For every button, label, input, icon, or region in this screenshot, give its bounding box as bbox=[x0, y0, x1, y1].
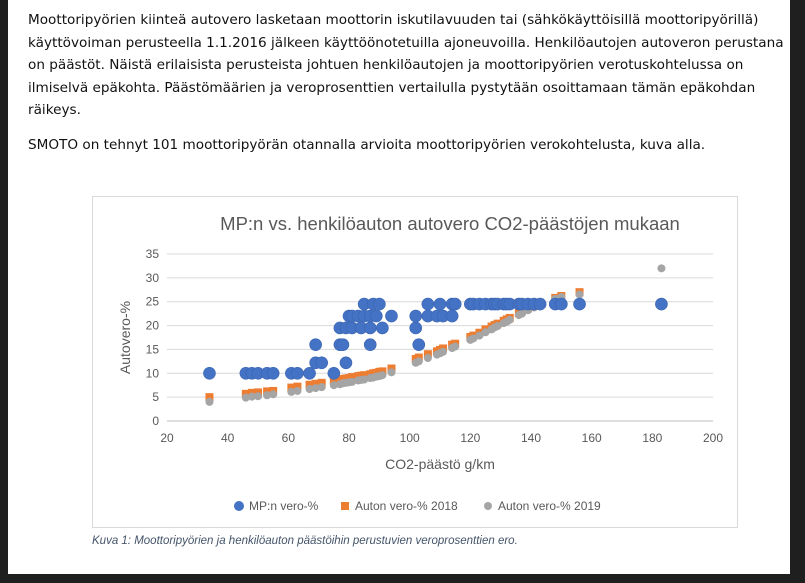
data-point bbox=[445, 309, 459, 323]
data-point bbox=[360, 371, 369, 380]
data-point bbox=[305, 385, 314, 394]
data-point bbox=[315, 356, 328, 370]
data-point bbox=[293, 386, 302, 395]
data-point bbox=[414, 357, 423, 366]
data-point bbox=[203, 366, 216, 380]
legend-marker bbox=[484, 502, 492, 510]
y-axis-label: Autovero-% bbox=[117, 301, 133, 374]
data-point bbox=[575, 290, 584, 299]
x-tick-label: 200 bbox=[703, 431, 723, 445]
data-point bbox=[287, 387, 296, 396]
data-point bbox=[439, 347, 448, 356]
data-point bbox=[205, 393, 214, 402]
y-tick-label: 25 bbox=[146, 295, 160, 309]
data-point bbox=[293, 382, 302, 391]
scatter-chart: MP:n vs. henkilöauton autovero CO2-pääst… bbox=[117, 213, 723, 513]
y-tick-label: 0 bbox=[152, 414, 159, 428]
data-point bbox=[363, 321, 377, 335]
legend-marker bbox=[234, 501, 244, 511]
y-tick-label: 30 bbox=[146, 271, 160, 285]
data-point bbox=[205, 397, 214, 406]
data-point bbox=[423, 354, 432, 363]
data-point bbox=[433, 297, 447, 311]
data-point bbox=[481, 328, 490, 337]
legend-label: MP:n vero-% bbox=[249, 499, 319, 513]
data-point bbox=[329, 376, 338, 385]
data-point bbox=[329, 381, 338, 390]
y-tick-label: 15 bbox=[146, 342, 160, 356]
x-tick-label: 80 bbox=[342, 431, 356, 445]
x-tick-label: 100 bbox=[400, 431, 420, 445]
data-point bbox=[451, 342, 460, 351]
x-tick-label: 180 bbox=[642, 431, 662, 445]
data-point bbox=[311, 379, 320, 388]
data-point bbox=[247, 392, 256, 401]
data-point bbox=[269, 390, 278, 399]
data-point bbox=[241, 393, 250, 402]
y-tick-label: 20 bbox=[146, 319, 160, 333]
data-point bbox=[517, 309, 526, 318]
data-point bbox=[657, 264, 666, 273]
x-tick-label: 20 bbox=[160, 431, 174, 445]
x-tick-label: 160 bbox=[582, 431, 602, 445]
data-point bbox=[291, 366, 304, 380]
data-point bbox=[360, 375, 369, 384]
legend-label: Auton vero-% 2018 bbox=[355, 499, 458, 513]
data-point bbox=[385, 309, 398, 323]
x-axis-label: CO2-päästö g/km bbox=[385, 456, 495, 472]
data-point bbox=[263, 391, 272, 400]
data-point bbox=[373, 297, 386, 311]
document-page: Moottoripyörien kiinteä autovero lasketa… bbox=[8, 0, 790, 574]
survey-paragraph: SMOTO on tehnyt 101 moottoripyörän otann… bbox=[28, 137, 706, 153]
data-point bbox=[336, 338, 350, 351]
data-point bbox=[303, 366, 316, 380]
data-point bbox=[655, 297, 668, 311]
legend-marker bbox=[341, 502, 349, 510]
data-point bbox=[409, 321, 423, 335]
x-tick-label: 60 bbox=[282, 431, 296, 445]
data-point bbox=[469, 334, 478, 343]
y-tick-label: 10 bbox=[146, 366, 160, 380]
data-point bbox=[376, 321, 389, 335]
data-point bbox=[317, 383, 326, 392]
data-point bbox=[254, 392, 262, 401]
data-point bbox=[421, 297, 435, 311]
x-tick-label: 120 bbox=[460, 431, 480, 445]
chart-title: MP:n vs. henkilöauton autovero CO2-pääst… bbox=[220, 213, 680, 234]
data-point bbox=[309, 338, 322, 351]
x-tick-label: 140 bbox=[521, 431, 541, 445]
data-point bbox=[363, 338, 377, 351]
data-point bbox=[555, 297, 568, 311]
data-point bbox=[287, 383, 296, 392]
data-point bbox=[378, 371, 387, 380]
data-point bbox=[533, 297, 547, 311]
legend-label: Auton vero-% 2019 bbox=[498, 499, 601, 513]
data-point bbox=[475, 331, 484, 340]
data-point bbox=[348, 377, 357, 386]
data-point bbox=[311, 384, 320, 393]
y-tick-label: 5 bbox=[152, 390, 159, 404]
data-point bbox=[412, 338, 426, 351]
data-point bbox=[327, 366, 341, 380]
figure-caption: Kuva 1: Moottoripyörien ja henkilöauton … bbox=[92, 535, 518, 547]
y-tick-label: 35 bbox=[146, 247, 160, 261]
intro-paragraph: Moottoripyörien kiinteä autovero lasketa… bbox=[28, 12, 784, 118]
data-point bbox=[348, 373, 357, 382]
data-point bbox=[317, 378, 326, 387]
data-point bbox=[387, 368, 396, 377]
data-point bbox=[505, 315, 514, 324]
data-point bbox=[448, 297, 462, 311]
data-point bbox=[493, 322, 502, 331]
chart-container: MP:n vs. henkilöauton autovero CO2-pääst… bbox=[92, 196, 738, 528]
x-tick-label: 40 bbox=[221, 431, 235, 445]
data-point bbox=[339, 356, 353, 370]
data-point bbox=[573, 297, 586, 311]
data-point bbox=[369, 309, 383, 323]
data-point bbox=[266, 366, 280, 380]
data-point bbox=[409, 309, 423, 323]
data-point bbox=[305, 380, 314, 389]
